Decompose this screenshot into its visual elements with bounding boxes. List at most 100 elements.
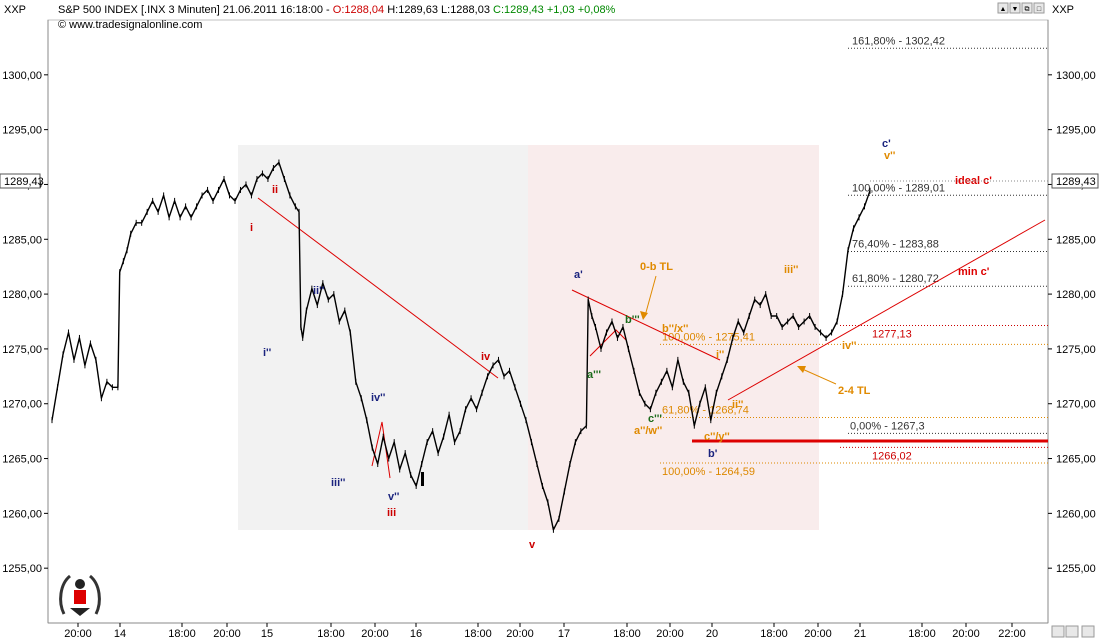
fib-level-label: 0,00% - 1267,3 (850, 420, 925, 432)
y-tick-label-left: 1285,00 (2, 234, 42, 246)
wave-label: i (250, 222, 253, 234)
last-price-right: 1289,43 (1056, 176, 1096, 188)
marker-bar (421, 472, 424, 486)
wave-label: ii'' (313, 285, 325, 297)
wave-annotations: iiiiiiivvi''ii''iii''iv''v''a'b'c'v''a''… (250, 138, 992, 551)
trendline-2-4 (727, 219, 1046, 401)
x-tick-label: 20:00 (952, 628, 980, 640)
y-tick-label-right: 1300,00 (1056, 70, 1096, 82)
restore-button[interactable] (1021, 2, 1033, 14)
x-tick-label: 18:00 (613, 628, 641, 640)
wave-label: iv (481, 351, 491, 363)
y-tick-label-right: 1280,00 (1056, 289, 1096, 301)
y-tick-label-left: 1260,00 (2, 508, 42, 520)
x-tick-label: 14 (114, 628, 126, 640)
x-tick-label: 18:00 (168, 628, 196, 640)
x-tick-label: 18:00 (317, 628, 345, 640)
y-tick-label-right: 1260,00 (1056, 508, 1096, 520)
fib-level-label: 76,40% - 1283,88 (852, 239, 939, 251)
wave-label: ideal c' (955, 175, 992, 187)
wave-label: b''' (625, 314, 640, 326)
wave-label: a' (574, 269, 583, 281)
small-triangle-left (371, 421, 391, 479)
y-tick-label-left: 1300,00 (2, 70, 42, 82)
copyright-text: © www.tradesignalonline.com (58, 19, 202, 31)
shade-region-left (238, 145, 528, 530)
scroll-down-icon: ▼ (1012, 6, 1019, 13)
wave-label: i'' (263, 347, 272, 359)
trendline-0-b (571, 289, 721, 361)
symbol-left[interactable]: XXP (4, 4, 26, 16)
wave-label: 2-4 TL (838, 385, 871, 397)
maximize-button[interactable] (1033, 2, 1045, 14)
y-tick-label-left: 1270,00 (2, 399, 42, 411)
x-tick-label: 18:00 (908, 628, 936, 640)
change-value: C:1289,43 +1,03 +0,08% (493, 4, 616, 16)
x-tick-label: 21 (854, 628, 866, 640)
y-axis-right: 1255,00 1260,00 1265,00 1270,00 1275,00 1280,… (1048, 70, 1096, 575)
arrow-24-tl (799, 367, 837, 385)
zoom-in-button[interactable] (1065, 625, 1079, 638)
wave-label: iii'' (331, 477, 346, 489)
fib-level-label: 1266,02 (872, 450, 912, 462)
x-tick-label: 20:00 (213, 628, 241, 640)
hlc-values: H:1289,63 L:1288,03 (384, 4, 493, 16)
x-tick-label: 20:00 (506, 628, 534, 640)
wave-label: iv'' (842, 340, 857, 352)
brand-logo (59, 574, 101, 616)
fib-level-label: 100,00% - 1264,59 (662, 466, 755, 478)
y-axis-left: 1255,00 1260,00 1265,00 1270,00 1275,00 1280,… (2, 70, 48, 575)
x-tick-label: 20:00 (656, 628, 684, 640)
scroll-down-button[interactable] (1009, 2, 1021, 14)
wave-label: b' (708, 448, 718, 460)
wave-label: iii'' (784, 264, 799, 276)
wave-label: c''/y'' (704, 431, 730, 443)
trend-lines (257, 197, 1048, 479)
y-tick-label-right: 1270,00 (1056, 399, 1096, 411)
fib-level-label: 1277,13 (872, 329, 912, 341)
last-price-left: 1289,43 (4, 176, 44, 188)
scroll-right-button[interactable] (1081, 625, 1095, 638)
small-triangle-right (589, 329, 627, 357)
y-tick-label-left: 1255,00 (2, 563, 42, 575)
wave-label: v'' (884, 150, 896, 162)
arrow-0b-tl (644, 275, 657, 317)
wave-label: v (529, 539, 536, 551)
fib-level-label: 61,80% - 1268,74 (662, 405, 749, 417)
last-price-tag-left: 1289,43 (0, 173, 44, 189)
wave-label: ii (272, 184, 278, 196)
y-tick-label-left: 1275,00 (2, 344, 42, 356)
x-tick-label: 22:00 (998, 628, 1026, 640)
wave-label: b''/x'' (662, 323, 689, 335)
wave-label: i'' (716, 349, 725, 361)
wave-label: c' (882, 138, 891, 150)
price-series (51, 159, 871, 533)
restore-icon: ⧉ (1025, 6, 1030, 13)
scroll-up-button[interactable] (997, 2, 1009, 14)
x-tick-label: 18:00 (464, 628, 492, 640)
zoom-out-button[interactable] (1051, 625, 1065, 638)
fib-level-label: 100,00% - 1289,01 (852, 182, 945, 194)
wave-label: c''' (648, 413, 662, 425)
last-price-tag-right: 1289,43 (1051, 173, 1099, 189)
y-tick-label-left: 1265,00 (2, 454, 42, 466)
chart-title: S&P 500 INDEX [.INX 3 Minuten] 21.06.201… (58, 4, 616, 16)
x-tick-label: 15 (261, 628, 273, 640)
y-tick-label-left: 1280,00 (2, 289, 42, 301)
wave-label: a''/w'' (634, 425, 663, 437)
y-tick-label-right: 1285,00 (1056, 234, 1096, 246)
symbol-right[interactable]: XXP (1052, 4, 1074, 16)
x-tick-label: 18:00 (760, 628, 788, 640)
wave-label: v'' (388, 491, 400, 503)
wave-label: iv'' (371, 392, 386, 404)
scroll-controls (1051, 625, 1095, 638)
x-tick-label: 17 (558, 628, 570, 640)
x-axis: 20:00 14 18:00 20:00 15 18:00 20:00 16 18:00 20:0… (64, 623, 1026, 640)
arrow-0b-tl-head (640, 311, 648, 320)
fib-level-label: 161,80% - 1302,42 (852, 35, 945, 47)
wave-label: min c' (958, 266, 990, 278)
y-tick-label-right: 1255,00 (1056, 563, 1096, 575)
x-tick-label: 20:00 (64, 628, 92, 640)
wave-label: ii'' (732, 399, 744, 411)
